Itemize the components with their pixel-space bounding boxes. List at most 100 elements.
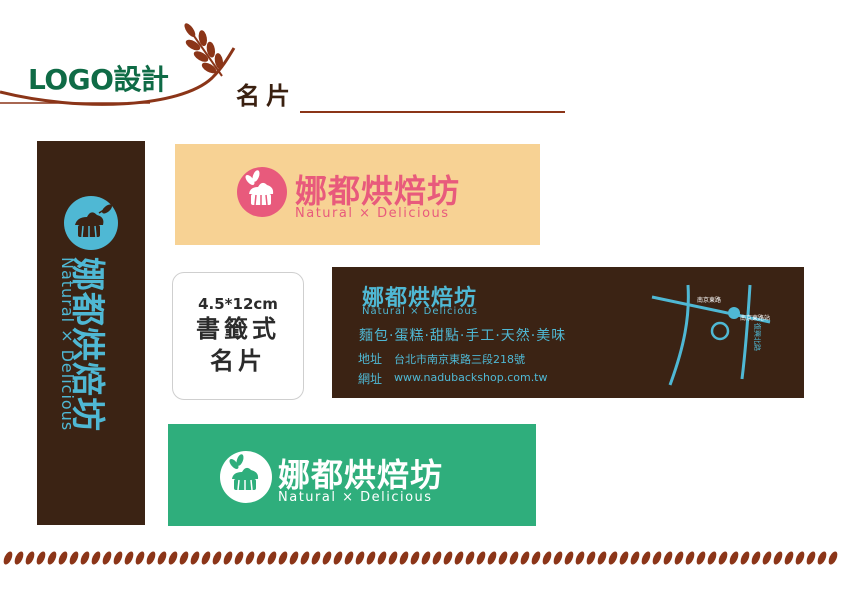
- size-spec-box: 4.5*12cm 書籤式 名片: [172, 272, 304, 400]
- tagline-vertical: Natural × Delicious: [58, 257, 77, 432]
- spec-size: 4.5*12cm: [198, 295, 278, 313]
- footer-grain-icon: [3, 551, 13, 565]
- footer-grain-icon: [597, 551, 607, 565]
- header-swoosh: [0, 47, 236, 106]
- page-subtitle: 名片: [236, 82, 296, 110]
- website-value: www.nadubackshop.com.tw: [394, 371, 548, 384]
- tagline-dark: Natural × Delicious: [362, 306, 478, 317]
- footer-grain-icon: [69, 551, 79, 565]
- footer-grain-icon: [179, 551, 189, 565]
- product-list: 麵包·蛋糕·甜點·手工·天然·美味: [359, 328, 567, 344]
- footer-grain-icon: [751, 551, 761, 565]
- map-label-station: 南京東路站: [740, 315, 771, 322]
- footer-grain-icon: [146, 551, 156, 565]
- footer-grain-icon: [311, 551, 321, 565]
- business-card-green: 娜都烘焙坊 Natural × Delicious: [168, 424, 536, 526]
- footer-grain-icon: [223, 551, 233, 565]
- footer-grain-icon: [509, 551, 519, 565]
- footer-grain-icon: [47, 551, 57, 565]
- footer-grain-icon: [773, 551, 783, 565]
- footer-grain-icon: [608, 551, 618, 565]
- footer-grain-icon: [828, 551, 838, 565]
- footer-grain-icon: [674, 551, 684, 565]
- footer-grain-icon: [410, 551, 420, 565]
- map-label-road-2: 復興北路: [753, 323, 761, 351]
- footer-grain-icon: [289, 551, 299, 565]
- address-label: 地址: [358, 352, 383, 366]
- footer-grain-icon: [421, 551, 431, 565]
- footer-grain-icon: [377, 551, 387, 565]
- footer-grain-icon: [322, 551, 332, 565]
- footer-grain-icon: [619, 551, 629, 565]
- business-card-peach: 娜都烘焙坊 Natural × Delicious: [175, 144, 540, 245]
- footer-grain-icon: [190, 551, 200, 565]
- footer-grain-icon: [300, 551, 310, 565]
- footer-grain-icon: [256, 551, 266, 565]
- footer-grain-icon: [168, 551, 178, 565]
- footer-grain-icon: [388, 551, 398, 565]
- footer-grain-icon: [135, 551, 145, 565]
- footer-grain-icon: [234, 551, 244, 565]
- business-card-dark: 娜都烘焙坊 Natural × Delicious 麵包·蛋糕·甜點·手工·天然…: [332, 267, 804, 398]
- footer-grain-icon: [355, 551, 365, 565]
- footer-grain-icon: [806, 551, 816, 565]
- footer-grain-icon: [663, 551, 673, 565]
- bookmark-card-vertical: 娜都烘焙坊 Natural × Delicious: [37, 141, 145, 525]
- footer-grain-icon: [344, 551, 354, 565]
- footer-grain-icon: [784, 551, 794, 565]
- footer-grain-icon: [795, 551, 805, 565]
- brand-badge-icon: [237, 167, 287, 217]
- footer-grain-icon: [641, 551, 651, 565]
- footer-grain-icon: [25, 551, 35, 565]
- footer-grain-icon: [267, 551, 277, 565]
- map-label-road-1: 南京東路: [697, 297, 722, 304]
- spec-line-1: 書籤式: [196, 315, 280, 343]
- footer-grain-icon: [652, 551, 662, 565]
- footer-grain-icon: [487, 551, 497, 565]
- footer-grain-icon: [718, 551, 728, 565]
- brand-name-peach: 娜都烘焙坊: [295, 172, 461, 210]
- tagline-green: Natural × Delicious: [278, 490, 433, 505]
- footer-grain-icon: [245, 551, 255, 565]
- footer-grain-icon: [553, 551, 563, 565]
- footer-grain-icon: [432, 551, 442, 565]
- footer-grain-icon: [102, 551, 112, 565]
- footer-grain-icon: [113, 551, 123, 565]
- footer-grain-icon: [124, 551, 134, 565]
- footer-grain-icon: [740, 551, 750, 565]
- footer-grain-icon: [586, 551, 596, 565]
- footer-grain-icon: [762, 551, 772, 565]
- footer-grain-icon: [542, 551, 552, 565]
- footer-grain-icon: [817, 551, 827, 565]
- footer-grain-icon: [366, 551, 376, 565]
- wheat-icon: [184, 23, 224, 77]
- page-title: LOGO設計: [28, 63, 169, 96]
- footer-grain-icon: [729, 551, 739, 565]
- spec-line-2: 名片: [210, 347, 266, 375]
- footer-grain-icon: [201, 551, 211, 565]
- footer-grain-icon: [685, 551, 695, 565]
- location-map: [651, 284, 771, 386]
- footer-grain-icon: [399, 551, 409, 565]
- footer-wheat-border: [3, 551, 838, 565]
- footer-grain-icon: [333, 551, 343, 565]
- footer-grain-icon: [476, 551, 486, 565]
- address-value: 台北市南京東路三段218號: [394, 353, 525, 366]
- footer-grain-icon: [58, 551, 68, 565]
- footer-grain-icon: [157, 551, 167, 565]
- footer-grain-icon: [575, 551, 585, 565]
- footer-grain-icon: [212, 551, 222, 565]
- footer-grain-icon: [36, 551, 46, 565]
- footer-grain-icon: [707, 551, 717, 565]
- footer-grain-icon: [454, 551, 464, 565]
- footer-grain-icon: [696, 551, 706, 565]
- footer-grain-icon: [520, 551, 530, 565]
- footer-grain-icon: [278, 551, 288, 565]
- header-decoration: [0, 23, 565, 113]
- brand-badge-icon: [220, 451, 272, 503]
- footer-grain-icon: [443, 551, 453, 565]
- website-label: 網址: [358, 372, 383, 386]
- tagline-peach: Natural × Delicious: [295, 206, 450, 221]
- footer-grain-icon: [80, 551, 90, 565]
- brand-badge-icon: [64, 196, 118, 250]
